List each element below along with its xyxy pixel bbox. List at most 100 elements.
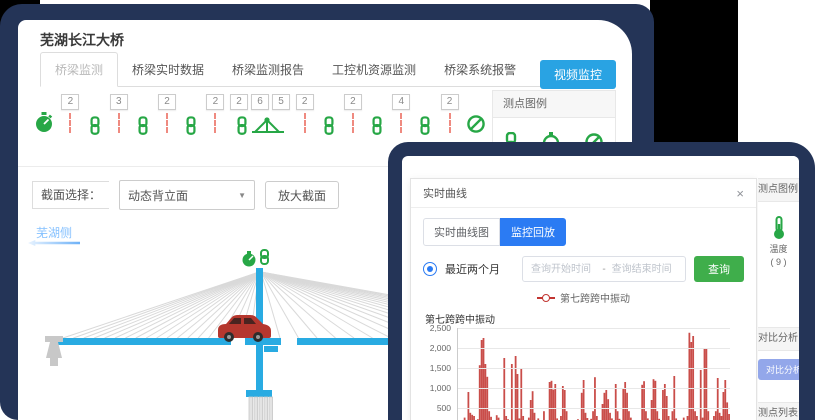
plot-area: [457, 328, 730, 420]
sensor-count-unit[interactable]: 2: [56, 94, 85, 133]
radio-label: 最近两个月: [445, 264, 500, 276]
chart-series-title: 第七跨跨中振动: [425, 315, 495, 326]
gridline: [458, 408, 730, 409]
divider: [18, 166, 632, 167]
sensor-dash-line: [351, 113, 354, 133]
fragment-list-title: 测点列表: [758, 402, 799, 420]
left-arrow-icon: [28, 240, 80, 246]
link-sensor-icon[interactable]: [319, 116, 338, 136]
tab-ipc-resource[interactable]: 工控机资源监测: [332, 63, 417, 77]
sensor-count-badge: 6: [251, 94, 269, 110]
bridge-deck: [58, 338, 632, 345]
bridge-elevation-drawing: [45, 249, 632, 420]
page-title: 芜湖长江大桥: [40, 32, 124, 48]
left-pier: [45, 336, 63, 366]
modal-mockup-frame: 实时曲线 × 实时曲线图 监控回放 最近两个月 - 查询 第七跨跨中振动: [388, 142, 815, 420]
section-select-row: 截面选择： 动态背立面 ▼ 放大截面: [32, 180, 340, 210]
gridline: [458, 368, 730, 369]
y-tick-label: 2,000: [429, 343, 451, 353]
sensor-count-badge: 5: [272, 94, 290, 110]
dialog-title: 实时曲线: [423, 188, 467, 200]
enlarge-section-button[interactable]: 放大截面: [265, 181, 340, 209]
sensor-count-badge: 2: [440, 94, 459, 110]
link-sensor-icon[interactable]: [416, 116, 435, 136]
tab-realtime-data[interactable]: 桥梁实时数据: [132, 63, 205, 77]
temperature-label: 温度: [769, 244, 788, 254]
sensor-count-unit[interactable]: 2: [290, 94, 319, 133]
temperature-count: ( 9 ): [770, 257, 787, 267]
legend-label: 第七跨跨中振动: [560, 294, 630, 305]
sensor-count-badge: 4: [392, 94, 411, 110]
compare-analysis-button[interactable]: 对比分析: [758, 359, 799, 380]
background-black-rect: [650, 0, 738, 142]
link-sensor-icon[interactable]: [133, 116, 152, 136]
timer-sensor-icon[interactable]: [32, 112, 56, 134]
tab-system-alarm[interactable]: 桥梁系统报警: [444, 63, 517, 77]
sensor-count-badge: 3: [109, 94, 128, 110]
y-tick-label: 1,000: [429, 383, 451, 393]
tower-top-sensor-icons: [242, 249, 269, 267]
y-tick-label: 500: [436, 403, 451, 413]
tab-monitoring-report[interactable]: 桥梁监测报告: [232, 63, 305, 77]
end-time-input[interactable]: [609, 262, 679, 276]
sensor-dash-line: [166, 113, 169, 133]
last-two-months-radio[interactable]: [423, 262, 437, 276]
truss-sensor-icon: [251, 117, 284, 133]
sensor-dash-line: [400, 113, 403, 133]
link-sensor-icon[interactable]: [368, 116, 387, 136]
link-sensor-icon[interactable]: [182, 116, 201, 136]
fragment-compare-title: 对比分析: [758, 327, 799, 351]
chevron-down-icon: ▼: [238, 190, 247, 200]
bridge-side-label: 芜湖侧: [36, 226, 73, 240]
gridline: [458, 348, 730, 349]
link-sensor-icon: [236, 116, 247, 135]
sensor-count-unit[interactable]: 2: [152, 94, 181, 133]
dialog-tab-group: 实时曲线图 监控回放: [423, 218, 756, 246]
sensor-count-unit[interactable]: 3: [104, 94, 133, 133]
close-icon[interactable]: ×: [736, 185, 744, 201]
start-time-input[interactable]: [529, 262, 599, 276]
sensor-count-unit[interactable]: 2: [435, 94, 464, 133]
main-tab-bar: 桥梁监测 桥梁实时数据 桥梁监测报告 工控机资源监测 桥梁系统报警: [40, 52, 616, 87]
sensor-count-unit[interactable]: 2: [338, 94, 367, 133]
bridge-piles: [248, 396, 273, 420]
y-tick-label: 1,500: [429, 363, 451, 373]
gridline: [458, 328, 730, 329]
dialog-header: 实时曲线 ×: [411, 179, 756, 208]
sensor-count-badge: 2: [206, 94, 225, 110]
legend-panel-title: 测点图例: [493, 91, 615, 118]
thermometer-icon: [773, 216, 784, 239]
date-range-picker[interactable]: -: [522, 256, 686, 282]
fragment-legend-title: 测点图例: [758, 178, 799, 202]
sensor-count-badge: 2: [61, 94, 80, 110]
temperature-legend-item[interactable]: 温度 ( 9 ): [758, 216, 799, 267]
section-select-label: 截面选择：: [32, 181, 110, 209]
query-button[interactable]: 查询: [694, 256, 744, 282]
tab-monitor-playback[interactable]: 监控回放: [500, 218, 566, 246]
realtime-curve-dialog: 实时曲线 × 实时曲线图 监控回放 最近两个月 - 查询 第七跨跨中振动: [410, 178, 757, 420]
gridline: [458, 388, 730, 389]
sensor-count-unit[interactable]: 4: [387, 94, 416, 133]
modal-page: 实时曲线 × 实时曲线图 监控回放 最近两个月 - 查询 第七跨跨中振动: [402, 156, 799, 420]
tab-realtime-curve[interactable]: 实时曲线图: [423, 218, 500, 246]
sensor-count-badge: 2: [158, 94, 177, 110]
tab-bridge-monitoring[interactable]: 桥梁监测: [40, 52, 119, 87]
sensor-count-badge: 2: [230, 94, 248, 110]
car: [218, 315, 271, 342]
section-select-dropdown[interactable]: 动态背立面 ▼: [119, 180, 256, 210]
video-monitor-button[interactable]: 视频监控: [539, 60, 616, 89]
sensor-dash-line: [448, 113, 451, 133]
chart-legend[interactable]: 第七跨跨中振动: [411, 290, 756, 305]
sensor-count-unit[interactable]: 2: [201, 94, 230, 133]
date-separator: -: [602, 263, 606, 275]
sensor-count-badge: 2: [295, 94, 314, 110]
ban-sensor-icon[interactable]: [464, 114, 488, 134]
sidebar-fragment: 测点图例 温度 ( 9 ) 对比分析 对比分析 测点列表: [758, 156, 799, 420]
link-sensor-icon[interactable]: [85, 116, 104, 136]
sensor-dash-line: [303, 113, 306, 133]
section-select-value: 动态背立面: [128, 188, 189, 203]
